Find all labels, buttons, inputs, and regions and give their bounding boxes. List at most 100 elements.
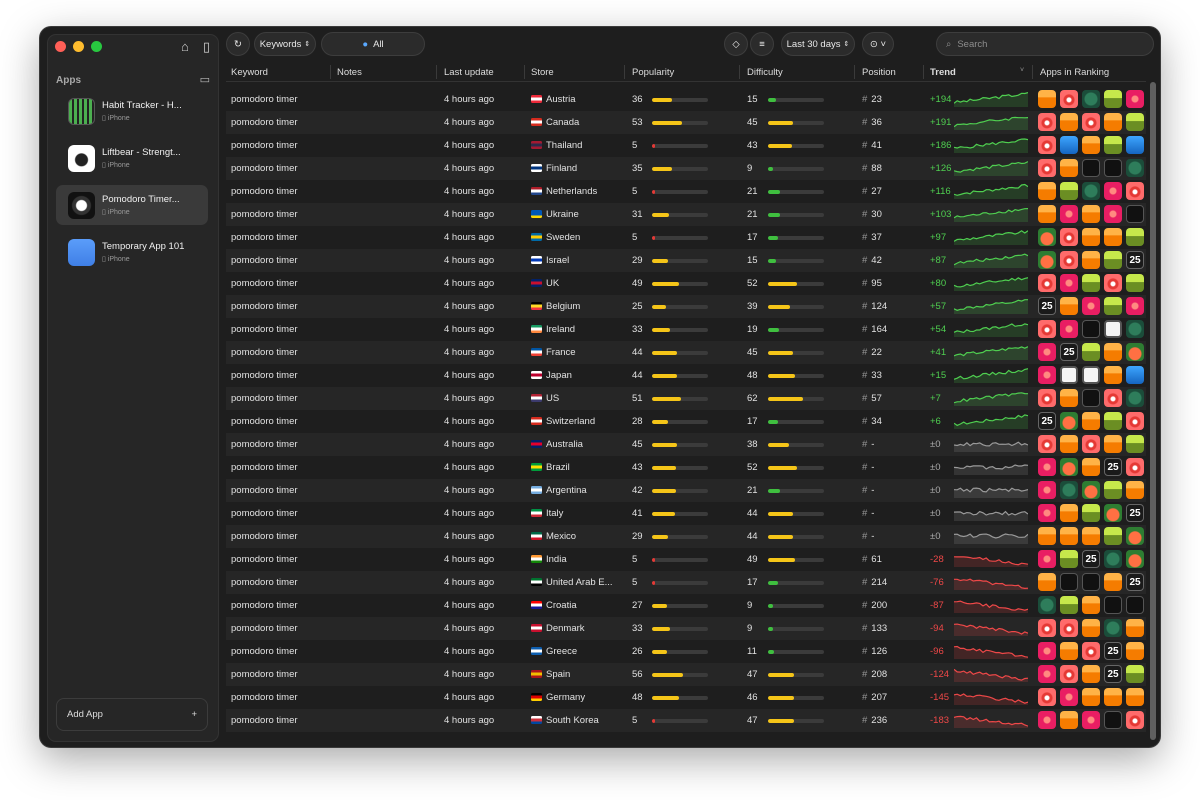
- ranking-app-icon[interactable]: [1060, 274, 1078, 292]
- ranking-app-icon[interactable]: [1038, 274, 1056, 292]
- table-row[interactable]: pomodoro timer 4 hours ago Brazil 43 52 …: [226, 456, 1146, 479]
- table-scrollbar[interactable]: [1150, 82, 1156, 740]
- ranking-app-icon[interactable]: [1038, 389, 1056, 407]
- filter-button[interactable]: ≡: [750, 32, 774, 56]
- ranking-app-icon[interactable]: [1082, 182, 1100, 200]
- table-row[interactable]: pomodoro timer 4 hours ago Austria 36 15…: [226, 88, 1146, 111]
- ranking-app-icon[interactable]: [1060, 481, 1078, 499]
- add-app-button[interactable]: Add App +: [56, 698, 208, 731]
- ranking-app-icon[interactable]: [1126, 619, 1144, 637]
- minimize-window-button[interactable]: [73, 41, 84, 52]
- ranking-app-icon[interactable]: [1126, 297, 1144, 315]
- ranking-app-icon[interactable]: [1060, 113, 1078, 131]
- ranking-app-icon[interactable]: 25: [1104, 458, 1122, 476]
- ranking-app-icon[interactable]: [1060, 688, 1078, 706]
- ranking-app-icon[interactable]: [1060, 159, 1078, 177]
- ranking-app-icon[interactable]: [1082, 159, 1100, 177]
- ranking-app-icon[interactable]: [1038, 550, 1056, 568]
- ranking-app-icon[interactable]: [1126, 596, 1144, 614]
- search-field[interactable]: ⌕ Search: [936, 32, 1154, 56]
- ranking-app-icon[interactable]: [1082, 297, 1100, 315]
- ranking-app-icon[interactable]: 25: [1038, 297, 1056, 315]
- ranking-app-icon[interactable]: [1104, 159, 1122, 177]
- ranking-app-icon[interactable]: [1104, 274, 1122, 292]
- ranking-app-icon[interactable]: [1038, 320, 1056, 338]
- keywords-dropdown[interactable]: Keywords ⇕: [254, 32, 316, 56]
- ranking-app-icon[interactable]: [1060, 596, 1078, 614]
- ranking-app-icon[interactable]: [1060, 320, 1078, 338]
- ranking-app-icon[interactable]: [1082, 412, 1100, 430]
- table-row[interactable]: pomodoro timer 4 hours ago Greece 26 11 …: [226, 640, 1146, 663]
- ranking-app-icon[interactable]: [1082, 90, 1100, 108]
- table-row[interactable]: pomodoro timer 4 hours ago Switzerland 2…: [226, 410, 1146, 433]
- ranking-app-icon[interactable]: [1060, 527, 1078, 545]
- ranking-app-icon[interactable]: [1104, 481, 1122, 499]
- refresh-button[interactable]: ↻: [226, 32, 250, 56]
- ranking-app-icon[interactable]: [1038, 665, 1056, 683]
- table-row[interactable]: pomodoro timer 4 hours ago Germany 48 46…: [226, 686, 1146, 709]
- ranking-app-icon[interactable]: [1060, 665, 1078, 683]
- ranking-app-icon[interactable]: [1038, 435, 1056, 453]
- ranking-app-icon[interactable]: [1126, 412, 1144, 430]
- ranking-app-icon[interactable]: [1060, 711, 1078, 729]
- ranking-app-icon[interactable]: [1082, 251, 1100, 269]
- ranking-app-icon[interactable]: [1082, 113, 1100, 131]
- ranking-app-icon[interactable]: [1060, 366, 1078, 384]
- ranking-app-icon[interactable]: [1082, 274, 1100, 292]
- tag-button[interactable]: ◇: [724, 32, 748, 56]
- table-row[interactable]: pomodoro timer 4 hours ago Israel 29 15 …: [226, 249, 1146, 272]
- ranking-app-icon[interactable]: [1082, 343, 1100, 361]
- ranking-app-icon[interactable]: [1126, 665, 1144, 683]
- table-row[interactable]: pomodoro timer 4 hours ago Australia 45 …: [226, 433, 1146, 456]
- ranking-app-icon[interactable]: [1126, 688, 1144, 706]
- ranking-app-icon[interactable]: [1126, 366, 1144, 384]
- table-row[interactable]: pomodoro timer 4 hours ago US 51 62 #57 …: [226, 387, 1146, 410]
- table-row[interactable]: pomodoro timer 4 hours ago Argentina 42 …: [226, 479, 1146, 502]
- ranking-app-icon[interactable]: [1126, 550, 1144, 568]
- ranking-app-icon[interactable]: [1038, 113, 1056, 131]
- ranking-app-icon[interactable]: [1126, 274, 1144, 292]
- ranking-app-icon[interactable]: [1038, 504, 1056, 522]
- ranking-app-icon[interactable]: [1126, 320, 1144, 338]
- ranking-app-icon[interactable]: [1126, 228, 1144, 246]
- table-row[interactable]: pomodoro timer 4 hours ago France 44 45 …: [226, 341, 1146, 364]
- sidebar-app-item[interactable]: Temporary App 101 ▯ iPhone: [62, 232, 212, 272]
- ranking-app-icon[interactable]: [1060, 435, 1078, 453]
- ranking-app-icon[interactable]: [1126, 113, 1144, 131]
- ranking-app-icon[interactable]: [1038, 136, 1056, 154]
- ranking-app-icon[interactable]: [1126, 711, 1144, 729]
- close-window-button[interactable]: [55, 41, 66, 52]
- header-trend[interactable]: Trend: [930, 67, 956, 78]
- header-popularity[interactable]: Popularity: [632, 67, 675, 78]
- ranking-app-icon[interactable]: [1038, 182, 1056, 200]
- ranking-app-icon[interactable]: [1104, 389, 1122, 407]
- ranking-app-icon[interactable]: [1104, 343, 1122, 361]
- ranking-app-icon[interactable]: [1126, 205, 1144, 223]
- ranking-app-icon[interactable]: [1126, 458, 1144, 476]
- ranking-app-icon[interactable]: [1082, 320, 1100, 338]
- header-keyword[interactable]: Keyword: [231, 67, 268, 78]
- table-row[interactable]: pomodoro timer 4 hours ago Croatia 27 9 …: [226, 594, 1146, 617]
- header-notes[interactable]: Notes: [337, 67, 362, 78]
- ranking-app-icon[interactable]: [1038, 481, 1056, 499]
- ranking-app-icon[interactable]: 25: [1104, 642, 1122, 660]
- ranking-app-icon[interactable]: [1126, 182, 1144, 200]
- ranking-app-icon[interactable]: [1082, 458, 1100, 476]
- ranking-app-icon[interactable]: [1038, 458, 1056, 476]
- country-filter-button[interactable]: ● All: [321, 32, 425, 56]
- ranking-app-icon[interactable]: [1104, 435, 1122, 453]
- ranking-app-icon[interactable]: 25: [1038, 412, 1056, 430]
- ranking-app-icon[interactable]: [1082, 527, 1100, 545]
- date-range-dropdown[interactable]: Last 30 days ⇕: [781, 32, 855, 56]
- header-store[interactable]: Store: [531, 67, 554, 78]
- sidebar-app-item[interactable]: Pomodoro Timer... ▯ iPhone: [56, 185, 208, 225]
- ranking-app-icon[interactable]: [1104, 596, 1122, 614]
- ranking-app-icon[interactable]: [1060, 297, 1078, 315]
- ranking-app-icon[interactable]: [1104, 412, 1122, 430]
- ranking-app-icon[interactable]: [1060, 205, 1078, 223]
- ranking-app-icon[interactable]: [1038, 642, 1056, 660]
- ranking-app-icon[interactable]: [1104, 320, 1122, 338]
- ranking-app-icon[interactable]: [1038, 205, 1056, 223]
- table-row[interactable]: pomodoro timer 4 hours ago Denmark 33 9 …: [226, 617, 1146, 640]
- table-row[interactable]: pomodoro timer 4 hours ago Ireland 33 19…: [226, 318, 1146, 341]
